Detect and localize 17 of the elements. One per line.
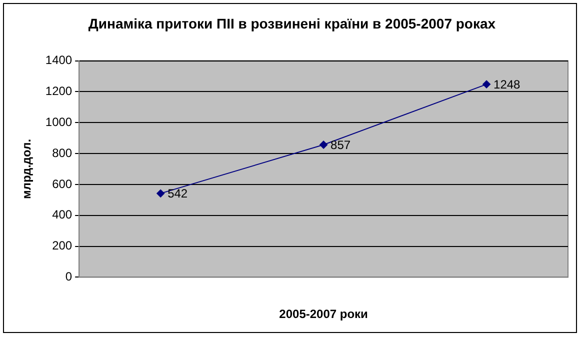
y-tick-label: 200 [52,238,72,253]
y-tick-label: 1400 [45,53,72,68]
x-axis-title: 2005-2007 роки [279,307,368,322]
y-tick-label: 0 [65,270,72,284]
data-label: 1248 [494,78,521,92]
chart-title: Динаміка притоки ПІІ в розвинені країни в 2005-2007 роках [88,15,496,32]
y-tick-label: 1000 [45,114,72,129]
data-label: 857 [330,138,351,152]
point [482,80,491,88]
y-tick-label: 1200 [45,84,72,98]
point [320,140,328,149]
point [156,189,165,198]
data-label: 542 [168,186,188,201]
y-tick-label: 400 [52,208,72,222]
y-tick-label: 600 [52,176,72,191]
y-tick-label: 800 [52,146,72,160]
y-axis-title: млрд.дол. [20,138,34,200]
